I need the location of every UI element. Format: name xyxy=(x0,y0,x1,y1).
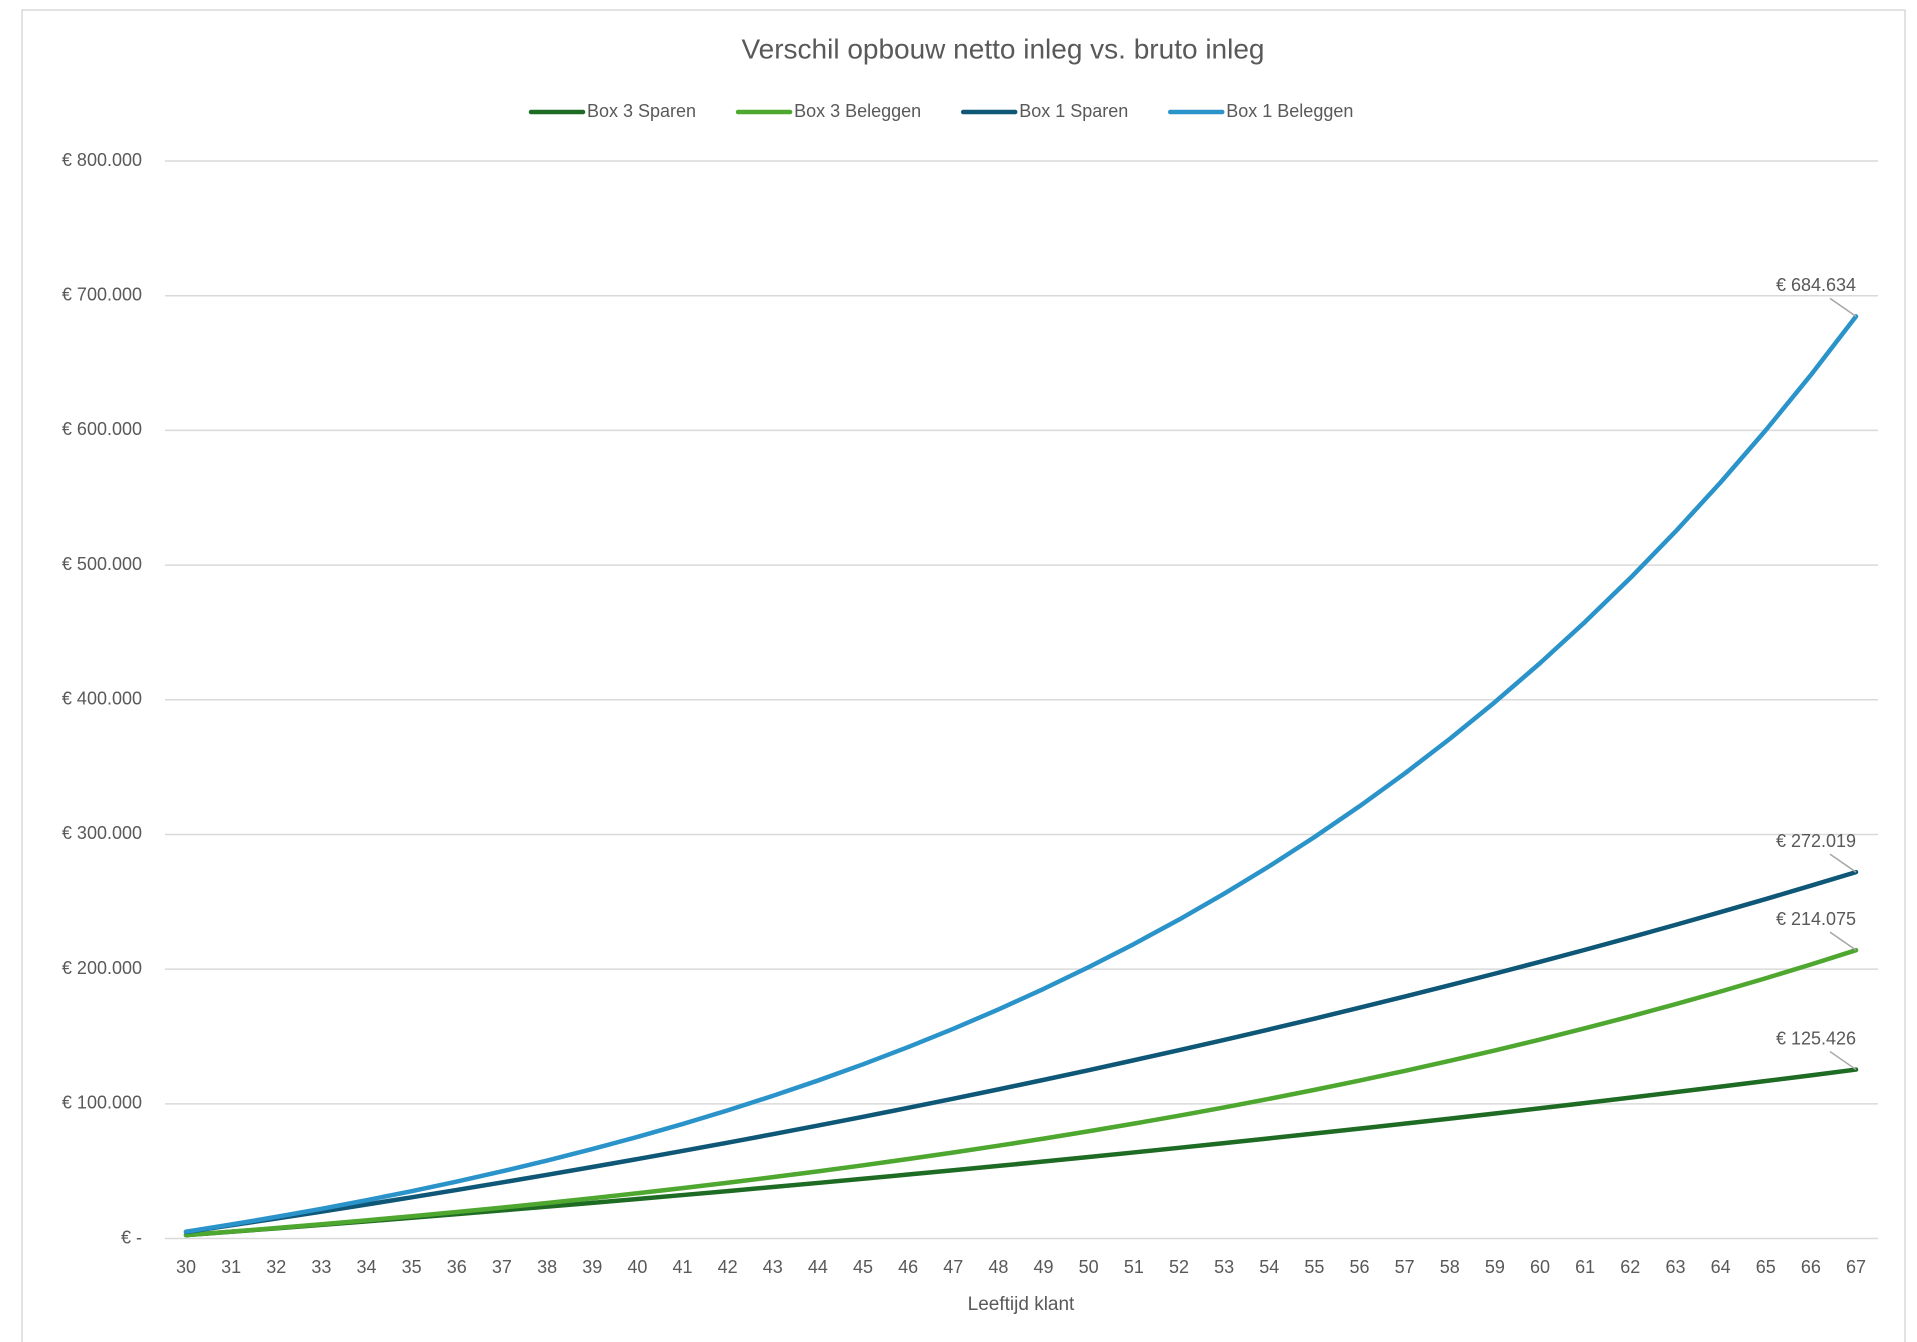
label-leader xyxy=(1829,1050,1857,1071)
x-tick-label: 53 xyxy=(1214,1257,1234,1277)
legend-label: Box 3 Beleggen xyxy=(794,101,921,121)
x-tick-label: 46 xyxy=(898,1257,918,1277)
y-tick-label: € 100.000 xyxy=(62,1093,142,1113)
y-tick-label: € 400.000 xyxy=(62,689,142,709)
label-leader xyxy=(1829,931,1857,951)
x-tick-label: 42 xyxy=(718,1257,738,1277)
x-tick-label: 51 xyxy=(1124,1257,1144,1277)
x-tick-label: 43 xyxy=(763,1257,783,1277)
x-tick-label: 35 xyxy=(402,1257,422,1277)
x-tick-label: 48 xyxy=(988,1257,1008,1277)
legend-label: Box 3 Sparen xyxy=(587,101,696,121)
data-label: € 684.634 xyxy=(1776,275,1856,295)
x-tick-label: 39 xyxy=(582,1257,602,1277)
x-tick-label: 56 xyxy=(1349,1257,1369,1277)
x-tick-label: 30 xyxy=(176,1257,196,1277)
x-tick-label: 45 xyxy=(853,1257,873,1277)
series-line xyxy=(183,869,1859,1235)
x-tick-label: 58 xyxy=(1440,1257,1460,1277)
x-tick-label: 44 xyxy=(808,1257,828,1277)
x-tick-label: 31 xyxy=(221,1257,241,1277)
x-tick-label: 60 xyxy=(1530,1257,1550,1277)
data-label: € 125.426 xyxy=(1776,1028,1856,1048)
label-leader xyxy=(1829,853,1857,873)
x-tick-label: 59 xyxy=(1485,1257,1505,1277)
x-tick-label: 62 xyxy=(1620,1257,1640,1277)
x-tick-label: 61 xyxy=(1575,1257,1595,1277)
data-label: € 214.075 xyxy=(1776,909,1856,929)
x-tick-label: 38 xyxy=(537,1257,557,1277)
label-leader xyxy=(1829,297,1857,318)
x-tick-label: 54 xyxy=(1259,1257,1279,1277)
chart-frame xyxy=(21,9,1906,1342)
y-tick-label: € 300.000 xyxy=(62,823,142,843)
x-tick-label: 32 xyxy=(266,1257,286,1277)
x-tick-label: 37 xyxy=(492,1257,512,1277)
x-tick-label: 52 xyxy=(1169,1257,1189,1277)
chart-title: Verschil opbouw netto inleg vs. bruto in… xyxy=(742,33,1265,64)
y-tick-label: € 200.000 xyxy=(62,958,142,978)
x-tick-label: 57 xyxy=(1395,1257,1415,1277)
series-line xyxy=(183,314,1859,1234)
legend-label: Box 1 Beleggen xyxy=(1226,101,1353,121)
y-tick-label: € 500.000 xyxy=(62,554,142,574)
data-label: € 272.019 xyxy=(1776,831,1856,851)
y-tick-label: € 700.000 xyxy=(62,284,142,304)
series-line xyxy=(183,947,1859,1238)
x-axis-title: Leeftijd klant xyxy=(968,1294,1075,1315)
x-tick-label: 64 xyxy=(1711,1257,1731,1277)
x-tick-label: 49 xyxy=(1034,1257,1054,1277)
x-tick-label: 47 xyxy=(943,1257,963,1277)
x-tick-label: 63 xyxy=(1665,1257,1685,1277)
x-tick-label: 34 xyxy=(357,1257,377,1277)
x-tick-label: 36 xyxy=(447,1257,467,1277)
legend-label: Box 1 Sparen xyxy=(1019,101,1128,121)
y-tick-label: € 800.000 xyxy=(62,150,142,170)
x-tick-label: 40 xyxy=(627,1257,647,1277)
y-tick-label: € 600.000 xyxy=(62,419,142,439)
x-tick-label: 55 xyxy=(1304,1257,1324,1277)
y-tick-label: € - xyxy=(121,1227,142,1247)
x-tick-label: 65 xyxy=(1756,1257,1776,1277)
x-tick-label: 50 xyxy=(1079,1257,1099,1277)
x-tick-label: 67 xyxy=(1846,1257,1866,1277)
x-tick-label: 66 xyxy=(1801,1257,1821,1277)
x-tick-label: 33 xyxy=(311,1257,331,1277)
x-tick-label: 41 xyxy=(672,1257,692,1277)
